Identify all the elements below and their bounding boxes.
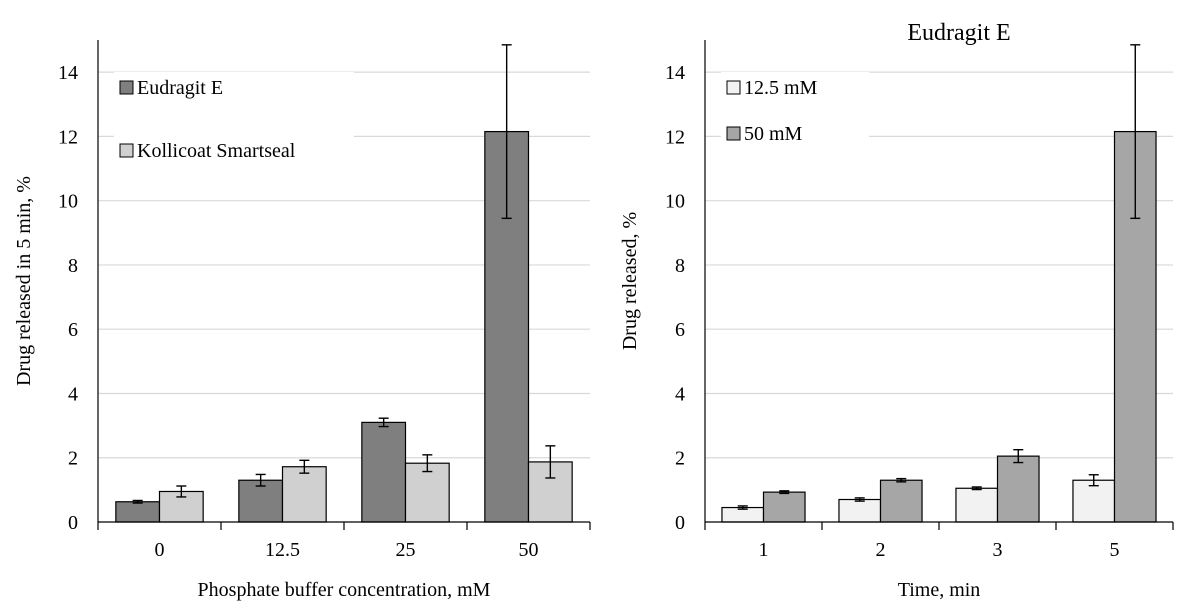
y-tick-label: 4 bbox=[675, 383, 685, 405]
bar-kollicoat-smartseal-12-5 bbox=[281, 466, 327, 523]
y-tick-label: 10 bbox=[665, 191, 685, 213]
x-tick-label: 5 bbox=[1110, 539, 1120, 561]
x-axis-title: Phosphate buffer concentration, mM bbox=[198, 579, 491, 601]
y-tick-label: 14 bbox=[58, 62, 78, 84]
x-tick-label: 25 bbox=[396, 539, 416, 561]
legend-label: 12.5 mM bbox=[744, 77, 818, 99]
chart-title: Eudragit E bbox=[907, 20, 1010, 46]
x-tick-label: 1 bbox=[759, 539, 769, 561]
y-axis-title: Drug released, % bbox=[619, 212, 641, 350]
bar-eudragit-e-25 bbox=[361, 421, 407, 523]
bar-50-mm-2 bbox=[879, 479, 923, 523]
x-tick-label: 3 bbox=[993, 539, 1003, 561]
y-tick-label: 12 bbox=[58, 126, 78, 148]
legend-swatch-50-mm bbox=[726, 126, 741, 141]
legend-label: 50 mM bbox=[744, 123, 803, 145]
y-tick-label: 0 bbox=[675, 512, 685, 534]
legend-swatch-kollicoat-smartseal bbox=[119, 143, 134, 158]
legend-swatch-eudragit-e bbox=[119, 80, 134, 95]
bar-12-5-mm-5 bbox=[1072, 479, 1116, 523]
y-tick-label: 8 bbox=[675, 255, 685, 277]
y-tick-label: 0 bbox=[68, 512, 78, 534]
bar-eudragit-e-0 bbox=[115, 501, 161, 523]
legend-label: Kollicoat Smartseal bbox=[137, 140, 296, 162]
bar-50-mm-1 bbox=[762, 491, 806, 523]
chart-1: 0 2 4 6 8 10 12 14 0 12.5 25 50 Phosphate buffer con… bbox=[13, 40, 591, 601]
legend-label: Eudragit E bbox=[137, 77, 223, 99]
y-tick-label: 2 bbox=[68, 448, 78, 470]
y-tick-label: 8 bbox=[68, 255, 78, 277]
legend-background bbox=[721, 72, 869, 164]
legend-background bbox=[114, 72, 354, 198]
legend-swatch-12-5-mm bbox=[726, 80, 741, 95]
y-tick-label: 6 bbox=[675, 319, 685, 341]
bar-12-5-mm-2 bbox=[838, 498, 882, 523]
bar-12-5-mm-3 bbox=[955, 487, 999, 523]
y-tick-label: 12 bbox=[665, 126, 685, 148]
y-tick-label: 14 bbox=[665, 62, 685, 84]
x-axis-title: Time, min bbox=[898, 579, 981, 601]
y-axis-title: Drug released in 5 min, % bbox=[13, 176, 35, 386]
y-tick-label: 6 bbox=[68, 319, 78, 341]
y-tick-label: 4 bbox=[68, 383, 78, 405]
bar-50-mm-3 bbox=[996, 455, 1040, 523]
y-tick-label: 10 bbox=[58, 191, 78, 213]
x-tick-label: 2 bbox=[876, 539, 886, 561]
x-tick-label: 0 bbox=[155, 539, 165, 561]
x-tick-label: 12.5 bbox=[265, 539, 300, 561]
x-tick-label: 50 bbox=[519, 539, 539, 561]
y-tick-label: 2 bbox=[675, 448, 685, 470]
